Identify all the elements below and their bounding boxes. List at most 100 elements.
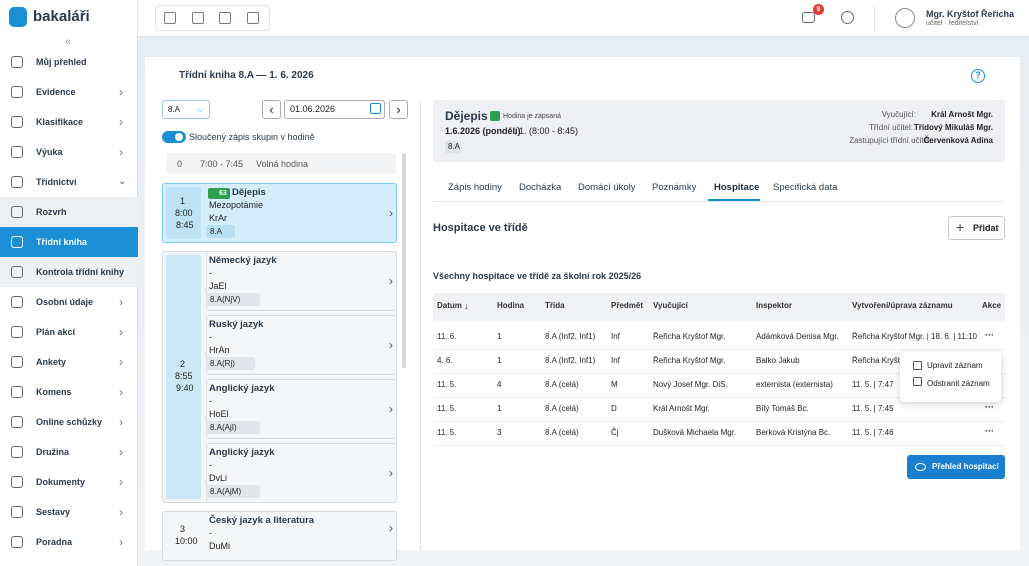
date-input[interactable]: 01.06.2026 bbox=[284, 100, 385, 119]
menu-item-bg bbox=[0, 197, 138, 227]
column-header: Vytvoření/úprava záznamu bbox=[852, 301, 953, 310]
topbar bbox=[138, 0, 1029, 37]
column-header: Třída bbox=[545, 301, 565, 310]
chevron: › bbox=[389, 466, 393, 480]
cell: Balko Jakub bbox=[756, 356, 800, 365]
menu-icon bbox=[11, 86, 23, 98]
settings-icon[interactable] bbox=[841, 11, 854, 24]
row-divider bbox=[433, 349, 1005, 350]
menu-item[interactable]: Klasifikace bbox=[36, 117, 84, 127]
menu-item[interactable]: Můj přehled bbox=[36, 57, 87, 67]
lesson-free bbox=[166, 153, 396, 174]
chevron: › bbox=[119, 445, 123, 459]
staff-label: Třídní učitel: bbox=[868, 123, 913, 132]
cell: D bbox=[611, 404, 617, 413]
menu-icon bbox=[11, 146, 23, 158]
detail-status: Hodina je zapsaná bbox=[503, 113, 561, 120]
cell: 8.A (celá) bbox=[545, 380, 579, 389]
cell: Král Arnošt Mgr. bbox=[653, 404, 710, 413]
menu-icon bbox=[11, 176, 23, 188]
tab[interactable]: Domácí úkoly bbox=[578, 182, 636, 193]
staff-label: Zastupující třídní učitel: bbox=[849, 136, 932, 145]
scrollbar bbox=[402, 153, 406, 368]
tab-bar bbox=[433, 201, 1005, 202]
teacher: DuMi bbox=[209, 541, 231, 551]
tool-icon[interactable] bbox=[192, 12, 204, 24]
chevron: › bbox=[119, 85, 123, 99]
menu-item[interactable]: Kontrola třídní knihy bbox=[36, 267, 125, 277]
cell: Řeřicha Kryštof bbox=[852, 356, 907, 365]
cell: Nový Josef Mgr. DiS. bbox=[653, 380, 728, 389]
menu-item[interactable]: Dokumenty bbox=[36, 477, 86, 487]
menu-item[interactable]: Sestavy bbox=[36, 507, 71, 517]
tab[interactable]: Poznámky bbox=[652, 182, 697, 193]
menu-item[interactable]: Poradna bbox=[36, 537, 73, 547]
lesson-start: 8:55 bbox=[175, 371, 193, 381]
chat-icon[interactable] bbox=[802, 12, 815, 23]
lesson-number: 1 bbox=[180, 196, 186, 206]
cell: M bbox=[611, 380, 618, 389]
topic: Mezopotámie bbox=[209, 200, 264, 210]
cell: 11. 5. bbox=[437, 404, 457, 413]
staff-name: Král Arnošt Mgr. bbox=[931, 110, 993, 119]
section-subtitle: Všechny hospitace ve třídě za školní rok… bbox=[433, 271, 642, 281]
menu-item[interactable]: Online schůzky bbox=[36, 417, 103, 427]
lesson-note: Volná hodina bbox=[256, 159, 309, 169]
group: 8.A(AjM) bbox=[206, 485, 260, 498]
column-header: Akce bbox=[982, 301, 1002, 310]
class-select[interactable]: 8.A bbox=[162, 100, 210, 119]
menu-item[interactable]: Družina bbox=[36, 447, 70, 457]
tab[interactable]: Specifická data bbox=[773, 182, 838, 193]
menu-item[interactable]: Komens bbox=[36, 387, 72, 397]
detail-group: 8.A bbox=[445, 141, 461, 153]
menu-option[interactable]: Upravit záznam bbox=[927, 361, 983, 370]
chevron: ⌄ bbox=[118, 176, 127, 187]
menu-icon bbox=[11, 386, 23, 398]
menu-item[interactable]: Osobní údaje bbox=[36, 297, 94, 307]
tab[interactable]: Docházka bbox=[519, 182, 562, 193]
subject: Anglický jazyk bbox=[209, 383, 275, 394]
add-button[interactable]: Přidat bbox=[948, 216, 1005, 240]
menu-item[interactable]: Evidence bbox=[36, 87, 76, 97]
menu-option[interactable]: Odstranit záznam bbox=[927, 379, 990, 388]
cell: 11. 5. | 7:45 bbox=[852, 404, 894, 413]
column-header[interactable]: Datum bbox=[437, 301, 462, 310]
row-divider bbox=[433, 421, 1005, 422]
avatar[interactable] bbox=[895, 8, 915, 28]
menu-item[interactable]: Výuka bbox=[36, 147, 63, 157]
menu-item[interactable]: Třídní kniha bbox=[36, 237, 88, 247]
chevron: › bbox=[119, 505, 123, 519]
calendar-icon[interactable] bbox=[370, 103, 381, 114]
cell: 11. 6. bbox=[437, 332, 457, 341]
menu-item[interactable]: Třídnictví bbox=[36, 177, 77, 187]
lesson-number-col bbox=[166, 515, 201, 557]
lesson-number: 0 bbox=[177, 159, 183, 169]
help[interactable]: ? bbox=[971, 69, 985, 83]
cell: 3 bbox=[497, 428, 502, 437]
cell: 1 bbox=[497, 404, 502, 413]
chevron: › bbox=[119, 325, 123, 339]
tool-icon[interactable] bbox=[219, 12, 231, 24]
row-actions[interactable]: ··· bbox=[985, 330, 994, 340]
menu-item[interactable]: Plán akcí bbox=[36, 327, 76, 337]
next-day[interactable]: › bbox=[389, 100, 408, 119]
menu-item-bg bbox=[0, 257, 138, 287]
collapse: « bbox=[65, 36, 72, 48]
status-icon bbox=[490, 111, 500, 121]
menu-item[interactable]: Ankety bbox=[36, 357, 67, 367]
menu-icon bbox=[11, 326, 23, 338]
row-actions[interactable]: ··· bbox=[985, 402, 994, 412]
cell: 4. 6. bbox=[437, 356, 453, 365]
tool-icon[interactable] bbox=[164, 12, 176, 24]
cell: 1 bbox=[497, 356, 502, 365]
menu-item[interactable]: Rozvrh bbox=[36, 207, 67, 217]
dropdown-arrow: ⌵ bbox=[197, 104, 204, 114]
tool-icon[interactable] bbox=[247, 12, 259, 24]
tab[interactable]: Zápis hodiny bbox=[448, 182, 502, 193]
subject: Český jazyk a literatura bbox=[209, 515, 315, 526]
prev-day[interactable]: ‹ bbox=[262, 100, 281, 119]
cell: 8.A (Inf2, Inf1) bbox=[545, 332, 596, 341]
tab[interactable]: Hospitace bbox=[714, 182, 760, 193]
row-actions[interactable]: ··· bbox=[985, 426, 994, 436]
